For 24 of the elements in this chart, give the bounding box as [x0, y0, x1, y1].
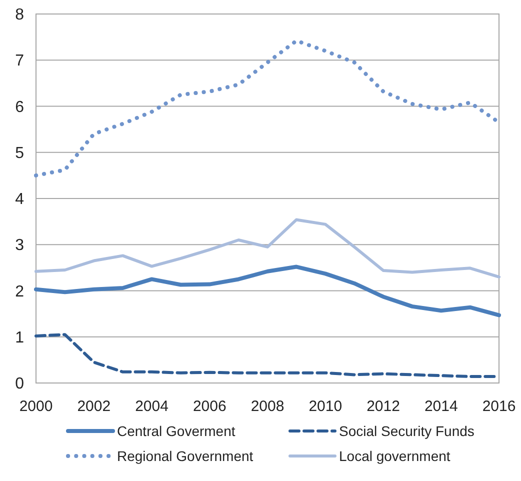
x-tick-label: 2000	[19, 398, 53, 415]
y-tick-label: 8	[15, 6, 24, 24]
x-tick-label: 2012	[366, 398, 400, 415]
y-tick-label: 3	[15, 237, 24, 254]
x-tick-label: 2008	[250, 398, 284, 415]
y-tick-label: 5	[15, 144, 24, 162]
y-tick-label: 4	[15, 191, 24, 208]
y-tick-label: 1	[15, 329, 24, 346]
legend-label: Social Security Funds	[339, 422, 474, 439]
x-tick-label: 2016	[482, 398, 516, 415]
x-tick-label: 2002	[77, 398, 111, 415]
x-tick-label: 2014	[424, 398, 458, 415]
x-tick-label: 2010	[308, 398, 342, 415]
y-tick-label: 2	[15, 283, 24, 300]
y-tick-label: 0	[15, 376, 24, 393]
x-tick-label: 2006	[192, 398, 226, 415]
line-series	[34, 218, 500, 278]
legend-label: Regional Government	[117, 448, 254, 464]
y-tick-label: 6	[15, 98, 24, 116]
legend-label: Central Goverment	[117, 422, 236, 439]
legend-label: Local government	[339, 448, 450, 464]
line-series	[34, 264, 501, 318]
x-tick-label: 2004	[135, 398, 168, 415]
y-tick-label: 7	[15, 52, 24, 70]
